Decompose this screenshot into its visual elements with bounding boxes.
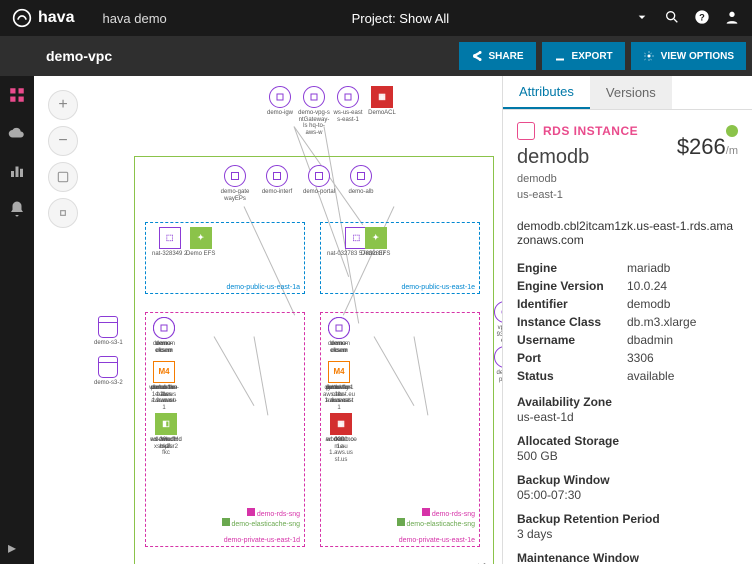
page-title: demo-vpc xyxy=(46,48,112,64)
fit-button[interactable] xyxy=(48,162,78,192)
resource-id: demodb xyxy=(517,173,738,185)
instance-node[interactable]: M4demo-1e-1 aws.east.eu xyxy=(325,361,353,398)
vpc-box: demo-vpc demo-gate wayEPsdemo-interfdemo… xyxy=(134,156,494,564)
attributes-table: Enginemariadb Engine Version10.0.24 Iden… xyxy=(517,259,738,385)
project-selector[interactable]: Project: Show All xyxy=(167,11,634,26)
help-icon[interactable]: ? xyxy=(694,9,710,28)
bw-label: Backup Window xyxy=(517,473,738,487)
resource-node[interactable]: ▦ad.demo.co m.au xyxy=(325,413,357,450)
export-button[interactable]: EXPORT xyxy=(542,42,625,70)
user-menu-icon[interactable] xyxy=(724,9,740,28)
subnet-private-1[interactable]: demo-eksnodemo-eksemdemo-eksemdemo-mdemo… xyxy=(145,312,305,547)
service-node[interactable]: demo-portal xyxy=(299,165,339,196)
diagram: demo-igwdemo-vpg-s ntGateway-ls hq-to-aw… xyxy=(94,86,492,554)
left-rail: ▸ xyxy=(0,76,34,564)
az-label: Availability Zone xyxy=(517,395,738,409)
sub-bar: demo-vpc SHARE EXPORT VIEW OPTIONS xyxy=(0,36,752,76)
rail-alerts-icon[interactable] xyxy=(6,198,28,220)
instance-node[interactable]: demo-eksem xyxy=(150,317,178,354)
share-label: SHARE xyxy=(489,51,524,62)
view-options-button[interactable]: VIEW OPTIONS xyxy=(631,42,746,70)
price: $266/m xyxy=(677,134,738,160)
search-icon[interactable] xyxy=(664,9,680,28)
share-button[interactable]: SHARE xyxy=(459,42,536,70)
ret-value: 3 days xyxy=(517,527,738,541)
zoom-out-button[interactable]: − xyxy=(48,126,78,156)
peering-node[interactable]: demo-peer xyxy=(494,346,502,383)
ret-label: Backup Retention Period xyxy=(517,512,738,526)
subnet-public-1[interactable]: ⬚nat-328349 2 ✦Demo EFS demo-public-us-e… xyxy=(145,222,305,294)
storage-label: Allocated Storage xyxy=(517,434,738,448)
panel-tabs: Attributes Versions xyxy=(503,76,752,110)
rail-cloud-icon[interactable] xyxy=(6,122,28,144)
rail-environments-icon[interactable] xyxy=(6,84,28,106)
s3-bucket[interactable]: demo-s3-2 xyxy=(94,356,123,387)
rds-icon xyxy=(517,122,535,140)
side-panel: Attributes Versions RDS INSTANCE demodb … xyxy=(502,76,752,564)
top-bar: hava hava demo Project: Show All ? xyxy=(0,0,752,36)
gateway-node[interactable]: demo-vpg-s ntGateway-ls hq-to-aws-w xyxy=(298,86,330,136)
resource-node[interactable]: ◧ad.demo.co m.au xyxy=(150,413,182,450)
gateway-node[interactable]: ws-us-east s-east-1 xyxy=(332,86,364,123)
brand-logo[interactable]: hava xyxy=(12,8,74,28)
subnet-private-2[interactable]: demo-eksnodemo-eksemdemo-eksemdemo-mdemo… xyxy=(320,312,480,547)
center-button[interactable] xyxy=(48,198,78,228)
instance-node[interactable]: demo-eksem xyxy=(325,317,353,354)
diagram-canvas[interactable]: + − demo-igwdemo-vpg-s ntGateway-ls hq-t… xyxy=(34,76,502,564)
s3-bucket[interactable]: demo-s3-1 xyxy=(94,316,123,347)
zoom-in-button[interactable]: + xyxy=(48,90,78,120)
storage-value: 500 GB xyxy=(517,449,738,463)
maint-label: Maintenance Window xyxy=(517,551,738,564)
rail-reports-icon[interactable] xyxy=(6,160,28,182)
az-value: us-east-1d xyxy=(517,410,738,424)
instance-node[interactable]: M4demo-1e-1.aws xyxy=(150,361,178,398)
service-node[interactable]: demo-alb xyxy=(341,165,381,196)
view-label: VIEW OPTIONS xyxy=(661,51,734,62)
endpoint: demodb.cbl2itcam1zk.us-east-1.rds.amazon… xyxy=(517,219,738,247)
resource-region: us-east-1 xyxy=(517,189,738,201)
caret-down-icon[interactable] xyxy=(634,9,650,28)
workspace-title: hava demo xyxy=(102,11,166,26)
vpc-endpoint-node[interactable]: vpce-93a1b efa xyxy=(494,301,502,345)
export-label: EXPORT xyxy=(572,51,613,62)
brand-text: hava xyxy=(38,9,74,27)
service-node[interactable]: demo-interf xyxy=(257,165,297,196)
gateway-node[interactable]: demo-igw xyxy=(264,86,296,117)
tab-versions[interactable]: Versions xyxy=(590,76,672,109)
service-node[interactable]: demo-gate wayEPs xyxy=(215,165,255,202)
rail-expand-icon[interactable]: ▸ xyxy=(8,538,16,558)
svg-text:?: ? xyxy=(699,12,705,22)
subnet-public-2[interactable]: ⬚nat-032783 57832837 ✦Demo EFS demo-publ… xyxy=(320,222,480,294)
tab-attributes[interactable]: Attributes xyxy=(503,76,590,109)
gateway-node[interactable]: ▦DemoACL xyxy=(366,86,398,117)
bw-value: 05:00-07:30 xyxy=(517,488,738,502)
